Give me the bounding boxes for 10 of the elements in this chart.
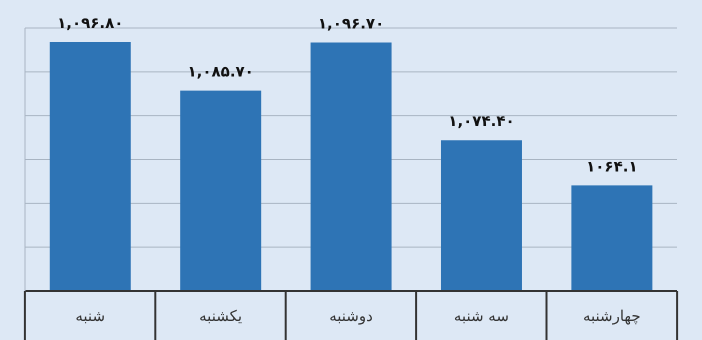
x-tick-label: چهارشنبه	[582, 307, 641, 325]
x-tick-label: سه شنبه	[454, 307, 509, 325]
x-tick-label: شنبه	[75, 307, 106, 325]
data-label: ۱,۰۹۶.۸۰	[57, 14, 124, 32]
data-label: ۱۰۶۴.۱	[586, 157, 638, 176]
x-tick-label: یکشنبه	[199, 307, 242, 325]
data-label: ۱,۰۹۶.۷۰	[318, 14, 384, 32]
data-label: ۱,۰۷۴.۴۰	[448, 112, 515, 130]
x-tick-label: دوشنبه	[329, 307, 373, 325]
data-label: ۱,۰۸۵.۷۰	[188, 62, 254, 81]
